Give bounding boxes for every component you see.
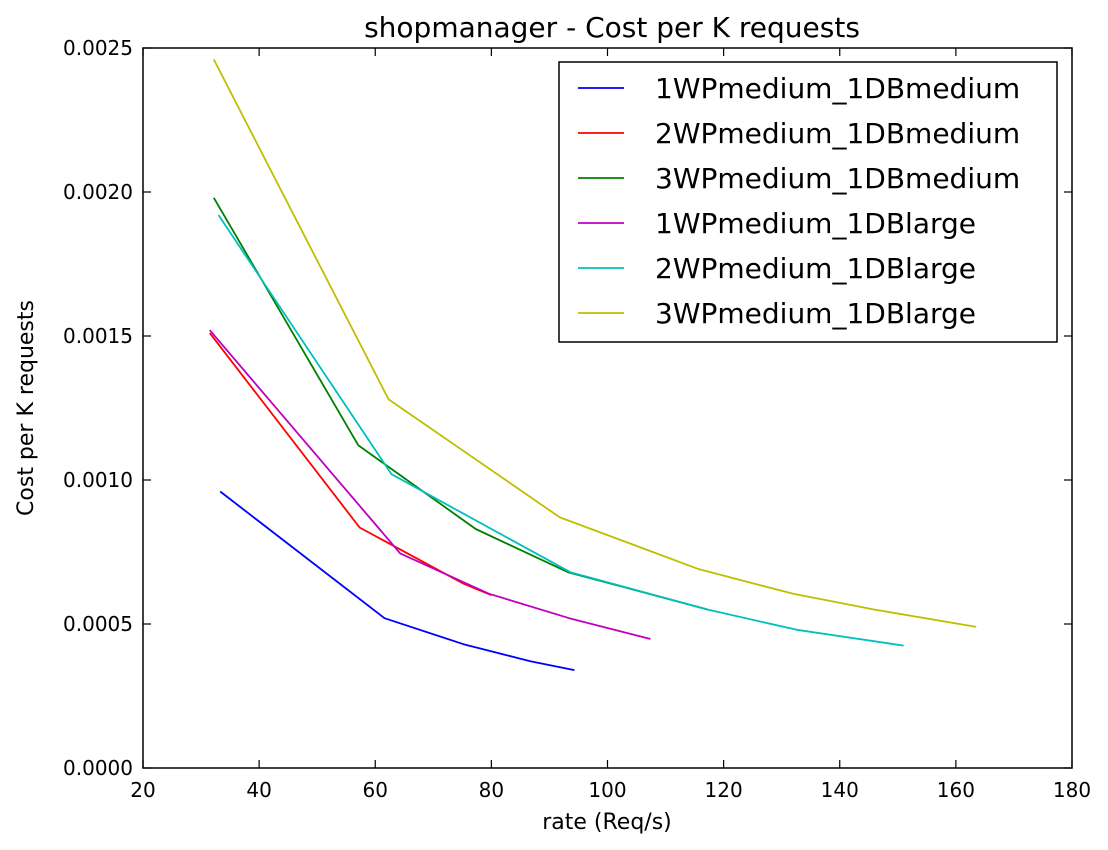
legend-label: 1WPmedium_1DBlarge bbox=[655, 207, 976, 240]
x-tick-label: 140 bbox=[821, 778, 859, 802]
tick-layer: 20 40 60 80 100 120 140 160 180 0.0000 0.0005 0.001… bbox=[63, 36, 1091, 802]
series-line-4 bbox=[209, 329, 651, 640]
chart-title: shopmanager - Cost per K requests bbox=[364, 11, 860, 44]
y-tick-label: 0.0010 bbox=[63, 468, 133, 492]
x-tick-label: 160 bbox=[937, 778, 975, 802]
x-tick-label: 80 bbox=[479, 778, 504, 802]
y-tick-label: 0.0000 bbox=[63, 756, 133, 780]
series-layer bbox=[209, 59, 977, 671]
y-tick-label: 0.0025 bbox=[63, 36, 133, 60]
legend-box bbox=[558, 61, 1058, 343]
x-tick-label: 120 bbox=[705, 778, 743, 802]
legend-label: 2WPmedium_1DBmedium bbox=[655, 117, 1020, 150]
legend: 1WPmedium_1DBmedium 2WPmedium_1DBmedium 3W… bbox=[558, 61, 1058, 343]
legend-label: 3WPmedium_1DBmedium bbox=[655, 162, 1020, 195]
legend-items: 1WPmedium_1DBmedium 2WPmedium_1DBmedium 3W… bbox=[578, 72, 1020, 330]
x-axis-label: rate (Req/s) bbox=[542, 810, 672, 835]
y-tick-label: 0.0020 bbox=[63, 180, 133, 204]
x-tick-label: 100 bbox=[588, 778, 626, 802]
y-axis-label: Cost per K requests bbox=[14, 300, 39, 516]
series-line-5 bbox=[217, 214, 904, 647]
legend-label: 2WPmedium_1DBlarge bbox=[655, 252, 976, 285]
series-line-1 bbox=[219, 490, 575, 671]
x-tick-label: 60 bbox=[363, 778, 388, 802]
x-tick-label: 180 bbox=[1053, 778, 1091, 802]
y-tick-label: 0.0005 bbox=[63, 612, 133, 636]
legend-label: 3WPmedium_1DBlarge bbox=[655, 297, 976, 330]
series-line-6 bbox=[212, 59, 977, 628]
legend-label: 1WPmedium_1DBmedium bbox=[655, 72, 1020, 105]
x-tick-label: 20 bbox=[130, 778, 155, 802]
x-tick-label: 40 bbox=[246, 778, 271, 802]
y-tick-label: 0.0015 bbox=[63, 324, 133, 348]
